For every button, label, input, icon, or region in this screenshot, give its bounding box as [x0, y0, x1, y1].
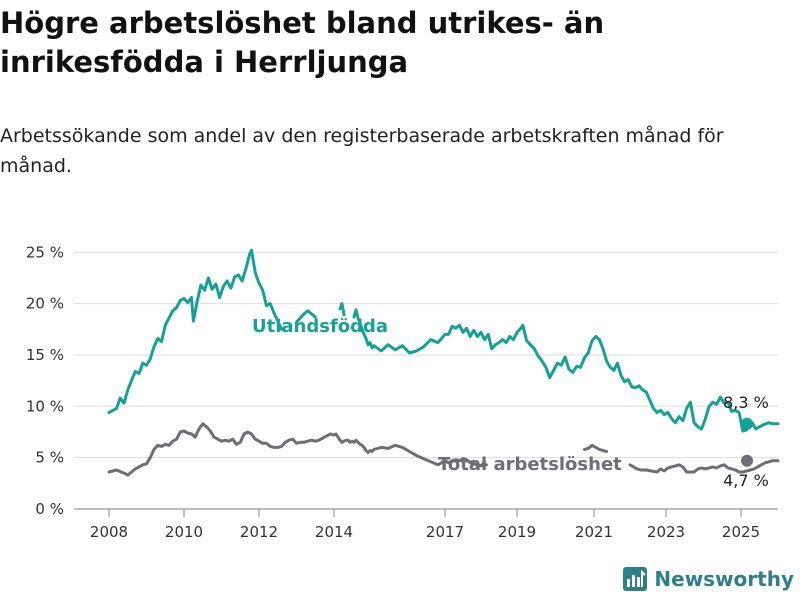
x-tick-label: 2008	[90, 523, 128, 541]
y-tick-label: 25 %	[26, 243, 64, 261]
brand-name: Newsworthy	[654, 567, 794, 591]
y-tick-label: 20 %	[26, 295, 64, 313]
y-tick-label: 5 %	[35, 449, 64, 467]
chart-title: Högre arbetslöshet bland utrikes- än inr…	[0, 6, 605, 79]
x-tick-label: 2023	[647, 523, 685, 541]
y-tick-label: 10 %	[26, 397, 64, 415]
x-tick-label: 2025	[722, 523, 760, 541]
series-name-label: Utlandsfödda	[252, 316, 388, 337]
x-tick-label: 2012	[240, 523, 278, 541]
series-end-point	[741, 454, 753, 467]
series-end-value-label: 8,3 %	[723, 393, 769, 412]
x-tick-label: 2014	[315, 523, 353, 541]
series-labels: 8,3 % Utlandsfödda 4,7 % Total arbetslöshet	[252, 316, 769, 490]
x-axis: 2008 2010 2012 2014 2017 2019 2021 2023 2025	[90, 509, 760, 541]
newsworthy-logo-icon	[623, 567, 648, 591]
x-tick-label: 2010	[165, 523, 203, 541]
series-line-utlandsfodda	[107, 248, 780, 433]
series-lines	[107, 248, 780, 477]
y-tick-label: 0 %	[35, 500, 64, 518]
gridlines	[74, 251, 778, 510]
series-end-point	[741, 417, 753, 430]
x-tick-label: 2019	[498, 523, 536, 541]
series-line-total	[107, 422, 780, 477]
chart-subtitle: Arbetssökande som andel av den registerb…	[0, 125, 724, 177]
series-name-label: Total arbetslöshet	[438, 454, 622, 475]
brand-logo: Newsworthy	[622, 566, 794, 592]
series-end-value-label: 4,7 %	[723, 471, 769, 490]
x-tick-label: 2021	[575, 523, 613, 541]
x-tick-label: 2017	[426, 523, 464, 541]
y-axis-tick-labels: 0 % 5 % 10 % 15 % 20 % 25 %	[26, 243, 64, 518]
y-tick-label: 15 %	[26, 346, 64, 364]
